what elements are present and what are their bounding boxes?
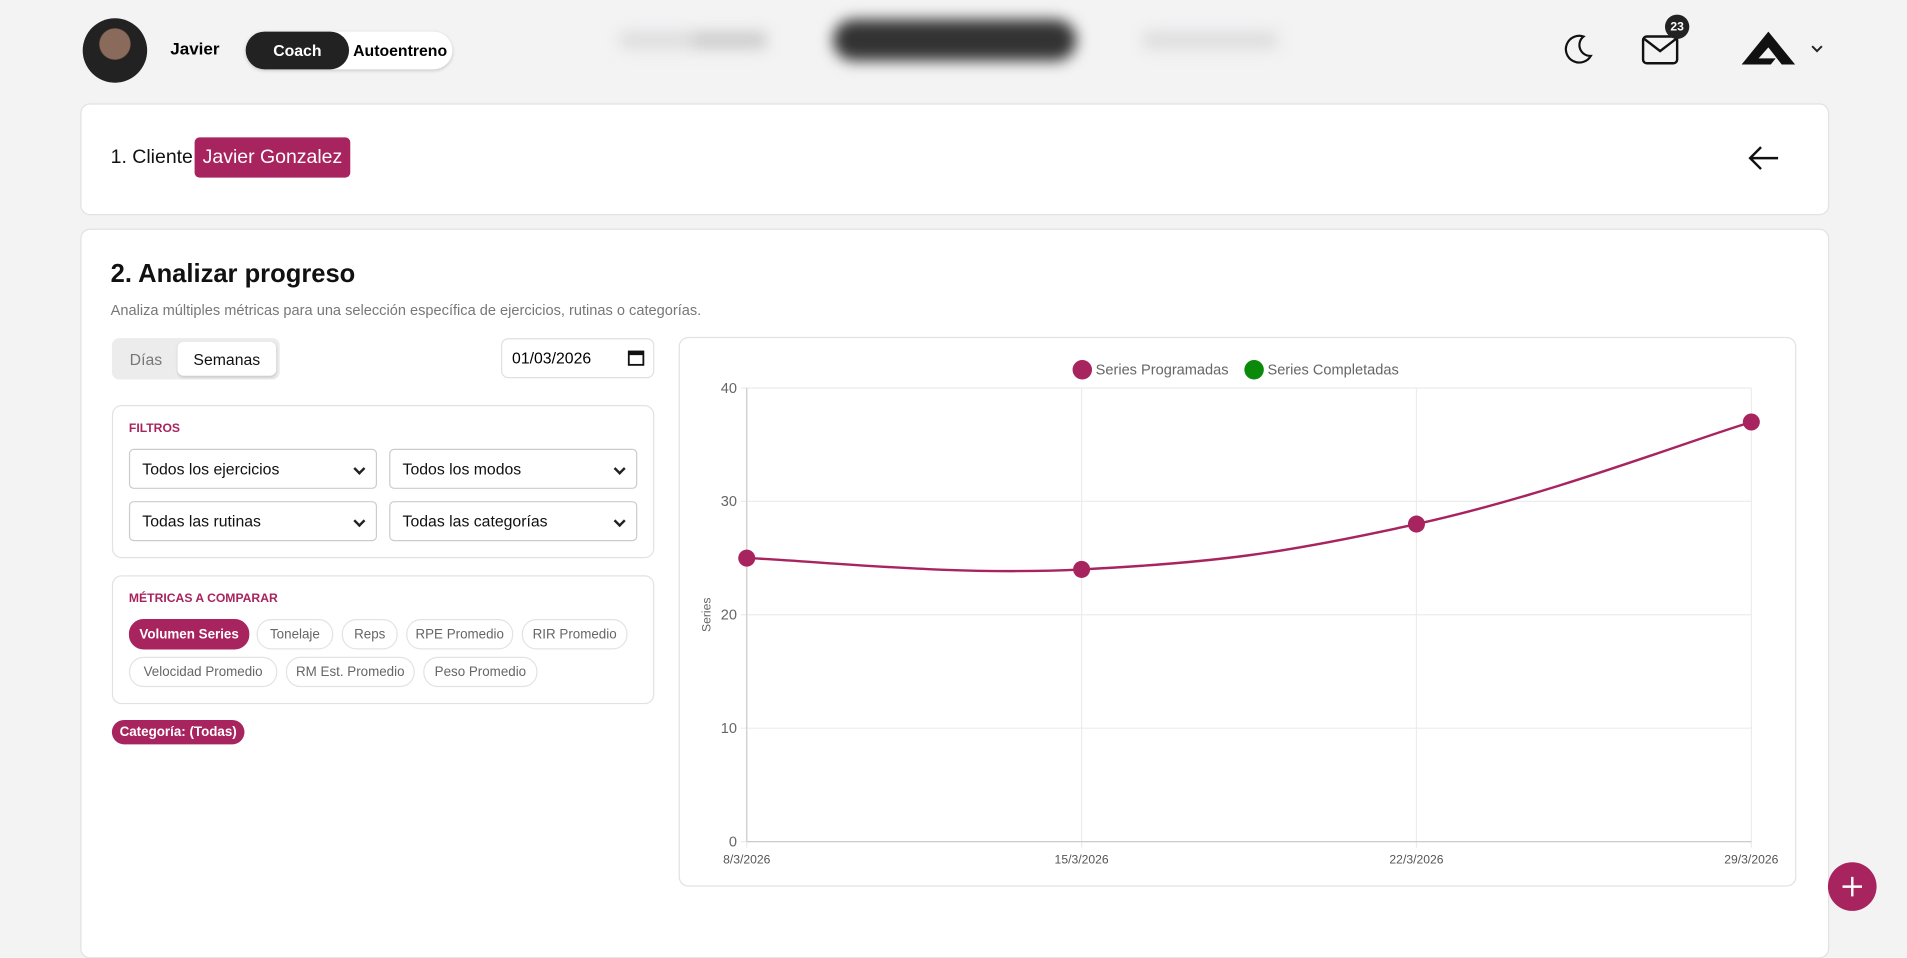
- metric-chip[interactable]: Velocidad Promedio: [128, 656, 278, 688]
- mail-icon[interactable]: [1641, 32, 1682, 68]
- tab-days[interactable]: Días: [129, 349, 163, 368]
- tab-weeks[interactable]: Semanas: [177, 341, 277, 376]
- y-axis-label: Series: [699, 598, 713, 632]
- data-point: [1742, 413, 1760, 431]
- analysis-subtitle: Analiza múltiples métricas para una sele…: [110, 301, 702, 319]
- mode-coach[interactable]: Coach: [245, 31, 350, 70]
- chart: 0 10 20 30 40 8/3/2026 15/3/2026 22/3/2026 29/3/…: [699, 359, 1779, 867]
- legend-swatch: [1244, 359, 1264, 380]
- date-input[interactable]: 01/03/2026: [501, 338, 655, 379]
- x-tick-label: 22/3/2026: [1389, 853, 1443, 867]
- y-tick-label: 0: [729, 834, 737, 850]
- data-point: [1407, 515, 1425, 533]
- y-tick-label: 20: [721, 608, 737, 624]
- dark-mode-icon[interactable]: [1559, 32, 1595, 68]
- legend-swatch: [1072, 359, 1093, 380]
- metrics-label: MÉTRICAS A COMPARAR: [128, 592, 278, 606]
- metric-chip[interactable]: Tonelaje: [256, 619, 334, 650]
- notification-badge: 23: [1664, 14, 1690, 39]
- filter-select[interactable]: Todos los ejercicios: [128, 448, 378, 489]
- series-line: [746, 420, 1752, 573]
- account-chevron[interactable]: [1810, 44, 1825, 56]
- analysis-title: 2. Analizar progreso: [110, 260, 356, 289]
- mode-self[interactable]: Autoentreno: [353, 41, 448, 60]
- data-point: [1073, 560, 1091, 578]
- x-tick-label: 15/3/2026: [1055, 853, 1109, 867]
- client-label: 1. Cliente: [110, 147, 193, 168]
- fab-add[interactable]: [1827, 862, 1877, 911]
- y-tick-label: 30: [721, 494, 737, 510]
- y-tick-label: 10: [721, 721, 737, 737]
- legend-label: Series Programadas: [1096, 363, 1229, 379]
- client-card: [80, 103, 1830, 216]
- filters-label: FILTROS: [128, 422, 181, 436]
- metric-chip[interactable]: Peso Promedio: [423, 656, 538, 688]
- blurred-nav: [584, 19, 1314, 61]
- y-tick-label: 40: [721, 381, 737, 397]
- filter-select[interactable]: Todas las rutinas: [128, 501, 378, 542]
- client-badge[interactable]: Javier Gonzalez: [194, 137, 351, 178]
- logo[interactable]: [1741, 31, 1796, 66]
- filter-select[interactable]: Todas las categorías: [389, 501, 638, 542]
- calendar-icon[interactable]: [627, 349, 645, 366]
- date-value: 01/03/2026: [512, 349, 592, 368]
- chart-card: 0 10 20 30 40 8/3/2026 15/3/2026 22/3/2026 29/3/…: [678, 336, 1797, 887]
- metric-chip-active[interactable]: Volumen Series: [128, 619, 250, 650]
- plus-icon: [1842, 876, 1863, 897]
- avatar[interactable]: [82, 18, 148, 83]
- back-arrow[interactable]: [1746, 144, 1780, 173]
- filter-select[interactable]: Todos los modos: [389, 448, 638, 489]
- legend-label: Series Completadas: [1267, 363, 1398, 379]
- data-point: [738, 549, 756, 567]
- user-name: Javier: [170, 38, 220, 59]
- metric-chip[interactable]: RM Est. Promedio: [285, 656, 415, 688]
- x-tick-label: 8/3/2026: [723, 853, 771, 867]
- x-tick-label: 29/3/2026: [1724, 853, 1778, 867]
- metric-chip[interactable]: RPE Promedio: [406, 619, 514, 650]
- category-chip[interactable]: Categoría: (Todas): [111, 719, 245, 745]
- metric-chip[interactable]: RIR Promedio: [521, 619, 628, 650]
- metric-chip[interactable]: Reps: [341, 619, 398, 650]
